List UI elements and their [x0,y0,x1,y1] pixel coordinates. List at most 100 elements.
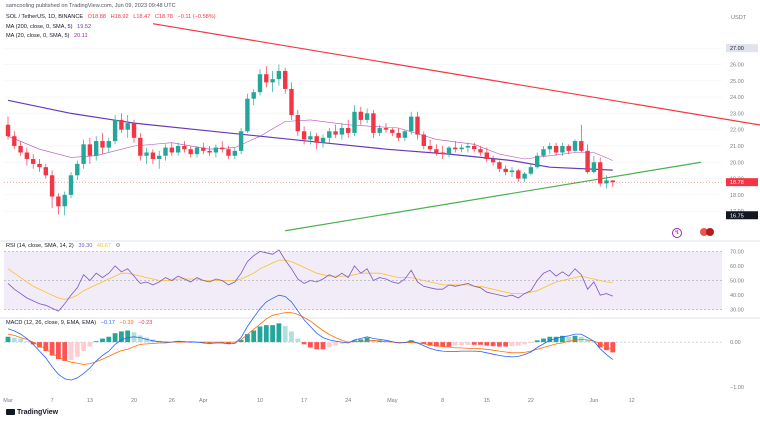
candle-body [465,145,471,148]
candle-body [289,88,294,115]
last-price-tag [726,178,758,187]
candle-body [232,150,237,156]
candle-body [371,113,376,133]
candle-body [157,155,162,160]
macd-histogram-bar [471,342,477,345]
flag-icon[interactable] [700,228,708,236]
candle-body [522,173,527,179]
x-tick-label: 20 [131,398,137,404]
rsi-legend[interactable]: RSI (14, close, SMA, 14, 2) 39.30 48.67 … [6,243,123,249]
x-tick-label: 13 [87,398,93,404]
candle-body [12,136,17,146]
candle-body [112,119,118,142]
macd-histogram-bar [24,341,30,343]
macd-histogram-bar [509,342,515,347]
macd-histogram-bar [106,336,112,343]
marked-price-tag [726,211,758,220]
rsi-y-tick-label: 60.00 [730,264,744,270]
candle-body [213,147,219,153]
x-tick-label: 24 [345,398,351,404]
candle-body [509,170,515,173]
macd-histogram-bar [119,331,124,343]
candle-body [194,147,200,155]
candle-body [245,98,250,132]
macd-histogram-bar [18,338,23,343]
macd-histogram-bar [137,335,143,343]
signal-value: −0.39 [119,320,134,326]
macd-histogram-bar [434,342,439,347]
macd-histogram-bar [62,342,68,361]
y-tick-label: 21.00 [730,144,744,150]
rsi-y-tick-label: 40.00 [730,293,744,299]
macd-histogram-bar [528,342,534,344]
candle-body [163,147,168,156]
candle-body [182,145,187,150]
candle-body [503,168,508,173]
macd-line [7,294,614,381]
macd-histogram-bar [30,342,36,345]
tradingview-logo[interactable]: TradingView [6,409,58,416]
candle-body [579,141,584,151]
flag-icon[interactable] [706,228,714,236]
y-tick-label: 23.00 [730,111,744,117]
candle-body [125,123,130,130]
price-labels: 18.78 16.75 [726,178,758,220]
candle-body [591,162,597,173]
macd-legend[interactable]: MACD (12, 26, close, 9, EMA, EMA) −0.17 … [6,320,155,326]
macd-histogram-bar [484,342,490,346]
candle-body [283,70,288,89]
candle-body [257,74,263,93]
macd-histogram-bar [68,342,74,360]
macd-histogram-bar [364,337,370,343]
macd-histogram-bar [43,342,49,352]
rsi-y-tick-label: 70.00 [730,249,744,255]
macd-histogram-bar [352,340,357,343]
candle-body [553,145,559,153]
high-value: H18.92 [110,14,129,20]
candle-body [478,149,483,153]
candle-body [18,145,23,153]
macd-histogram-bar [112,333,118,343]
macd-histogram-bar [421,342,427,344]
rsi-label: RSI (14, close, SMA, 14, 2) [6,243,74,249]
x-tick-label: 22 [528,398,534,404]
y-tick-label: 24.00 [730,95,744,101]
support-trendline [285,161,702,232]
ma200-legend[interactable]: MA (200, close, 0, SMA, 5) 19.52 [6,24,94,30]
macd-histogram-bar [232,342,238,344]
macd-histogram-bar [308,342,313,348]
grid [0,47,760,319]
candle-body [409,116,414,132]
macd-histogram-bar [226,342,231,344]
tradingview-logo-icon [6,409,15,415]
candle-body [131,123,137,138]
gear-icon[interactable]: ⚙ [115,243,121,249]
macd-histogram-bar [553,336,559,343]
candle-body [402,131,408,138]
candle-body [238,131,244,151]
ma20-legend[interactable]: MA (20, close, 0, SMA, 5) 20.11 [6,33,91,39]
ma200-label: MA (200, close, 0, SMA, 5) [6,24,73,30]
macd-histogram-bar [339,342,345,344]
x-tick-label: Mar [3,398,13,404]
ma20-label: MA (20, close, 0, SMA, 5) [6,33,70,39]
candle-body [377,128,382,133]
macd-histogram-bar [541,338,546,343]
candle-body [346,128,351,133]
macd-histogram-bar [333,342,338,346]
event-icon[interactable]: ↯ [672,228,682,238]
candle-body [383,128,389,130]
candle-body [440,152,445,155]
rsi-value: 39.30 [78,243,93,249]
candle-body [295,114,300,132]
candle-body [472,145,477,150]
candle-body [585,150,590,173]
candle-body [150,152,156,160]
candle-body [598,162,603,184]
x-tick-label: Jun [589,398,598,404]
candle-body [94,141,99,156]
candle-body [427,145,433,150]
macd-histogram-bar [144,337,149,343]
candle-body [188,149,193,155]
